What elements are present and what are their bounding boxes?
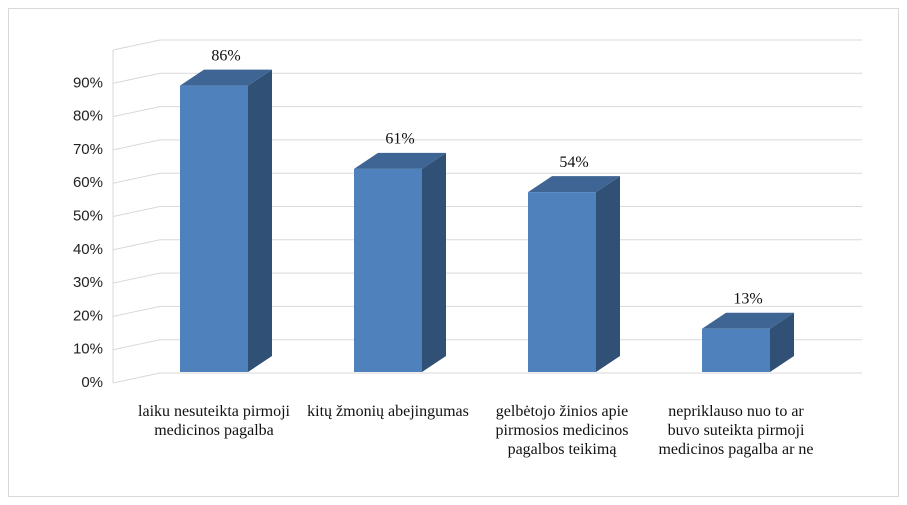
grid-line: [112, 339, 161, 351]
y-tick-label: 50%: [73, 207, 103, 224]
bar-front: [354, 168, 422, 372]
grid-line: [112, 106, 161, 118]
x-tick-label: gelbėtojo žinios apie pirmosios medicino…: [495, 403, 629, 458]
y-tick-label: 80%: [73, 108, 103, 125]
y-tick-label: 10%: [73, 341, 103, 358]
x-tick-label: laiku nesuteikta pirmoji medicinos pagal…: [138, 403, 290, 439]
bar: [180, 69, 272, 373]
grid-line: [112, 172, 161, 184]
bar: [354, 152, 446, 372]
grid-line: [112, 272, 161, 284]
value-label: 86%: [211, 47, 240, 64]
bar-front: [180, 85, 248, 373]
bar-side: [770, 312, 794, 372]
bar-top: [180, 69, 272, 86]
bar: [702, 312, 794, 372]
value-label: 13%: [733, 290, 762, 307]
grid-line: [112, 305, 161, 317]
y-tick-label: 0%: [81, 374, 103, 391]
bar-top: [354, 152, 446, 169]
value-label: 61%: [385, 131, 414, 148]
grid-line: [112, 239, 161, 251]
bar-top: [528, 176, 620, 193]
chart-frame: [8, 8, 899, 497]
y-tick-label: 90%: [73, 74, 103, 91]
grid-line: [112, 372, 161, 384]
grid-line: [112, 72, 161, 84]
bar: [528, 176, 620, 372]
bar-front: [702, 328, 770, 372]
bar-side: [596, 176, 620, 372]
y-tick-label: 20%: [73, 307, 103, 324]
grid-line: [112, 139, 161, 151]
bar-front: [528, 192, 596, 372]
y-tick-label: 70%: [73, 141, 103, 158]
bar-top: [702, 312, 794, 329]
y-tick-label: 30%: [73, 274, 103, 291]
x-tick-label: kitų žmonių abejingumas: [307, 403, 469, 420]
x-tick-label: nepriklauso nuo to ar buvo suteikta pirm…: [658, 403, 814, 458]
bar-side: [422, 152, 446, 372]
grid-line: [112, 206, 161, 217]
y-tick-label: 40%: [73, 241, 103, 258]
y-tick-label: 60%: [73, 174, 103, 191]
bar-side: [248, 69, 272, 373]
value-label: 54%: [559, 154, 588, 171]
wall-edge: [112, 39, 161, 51]
